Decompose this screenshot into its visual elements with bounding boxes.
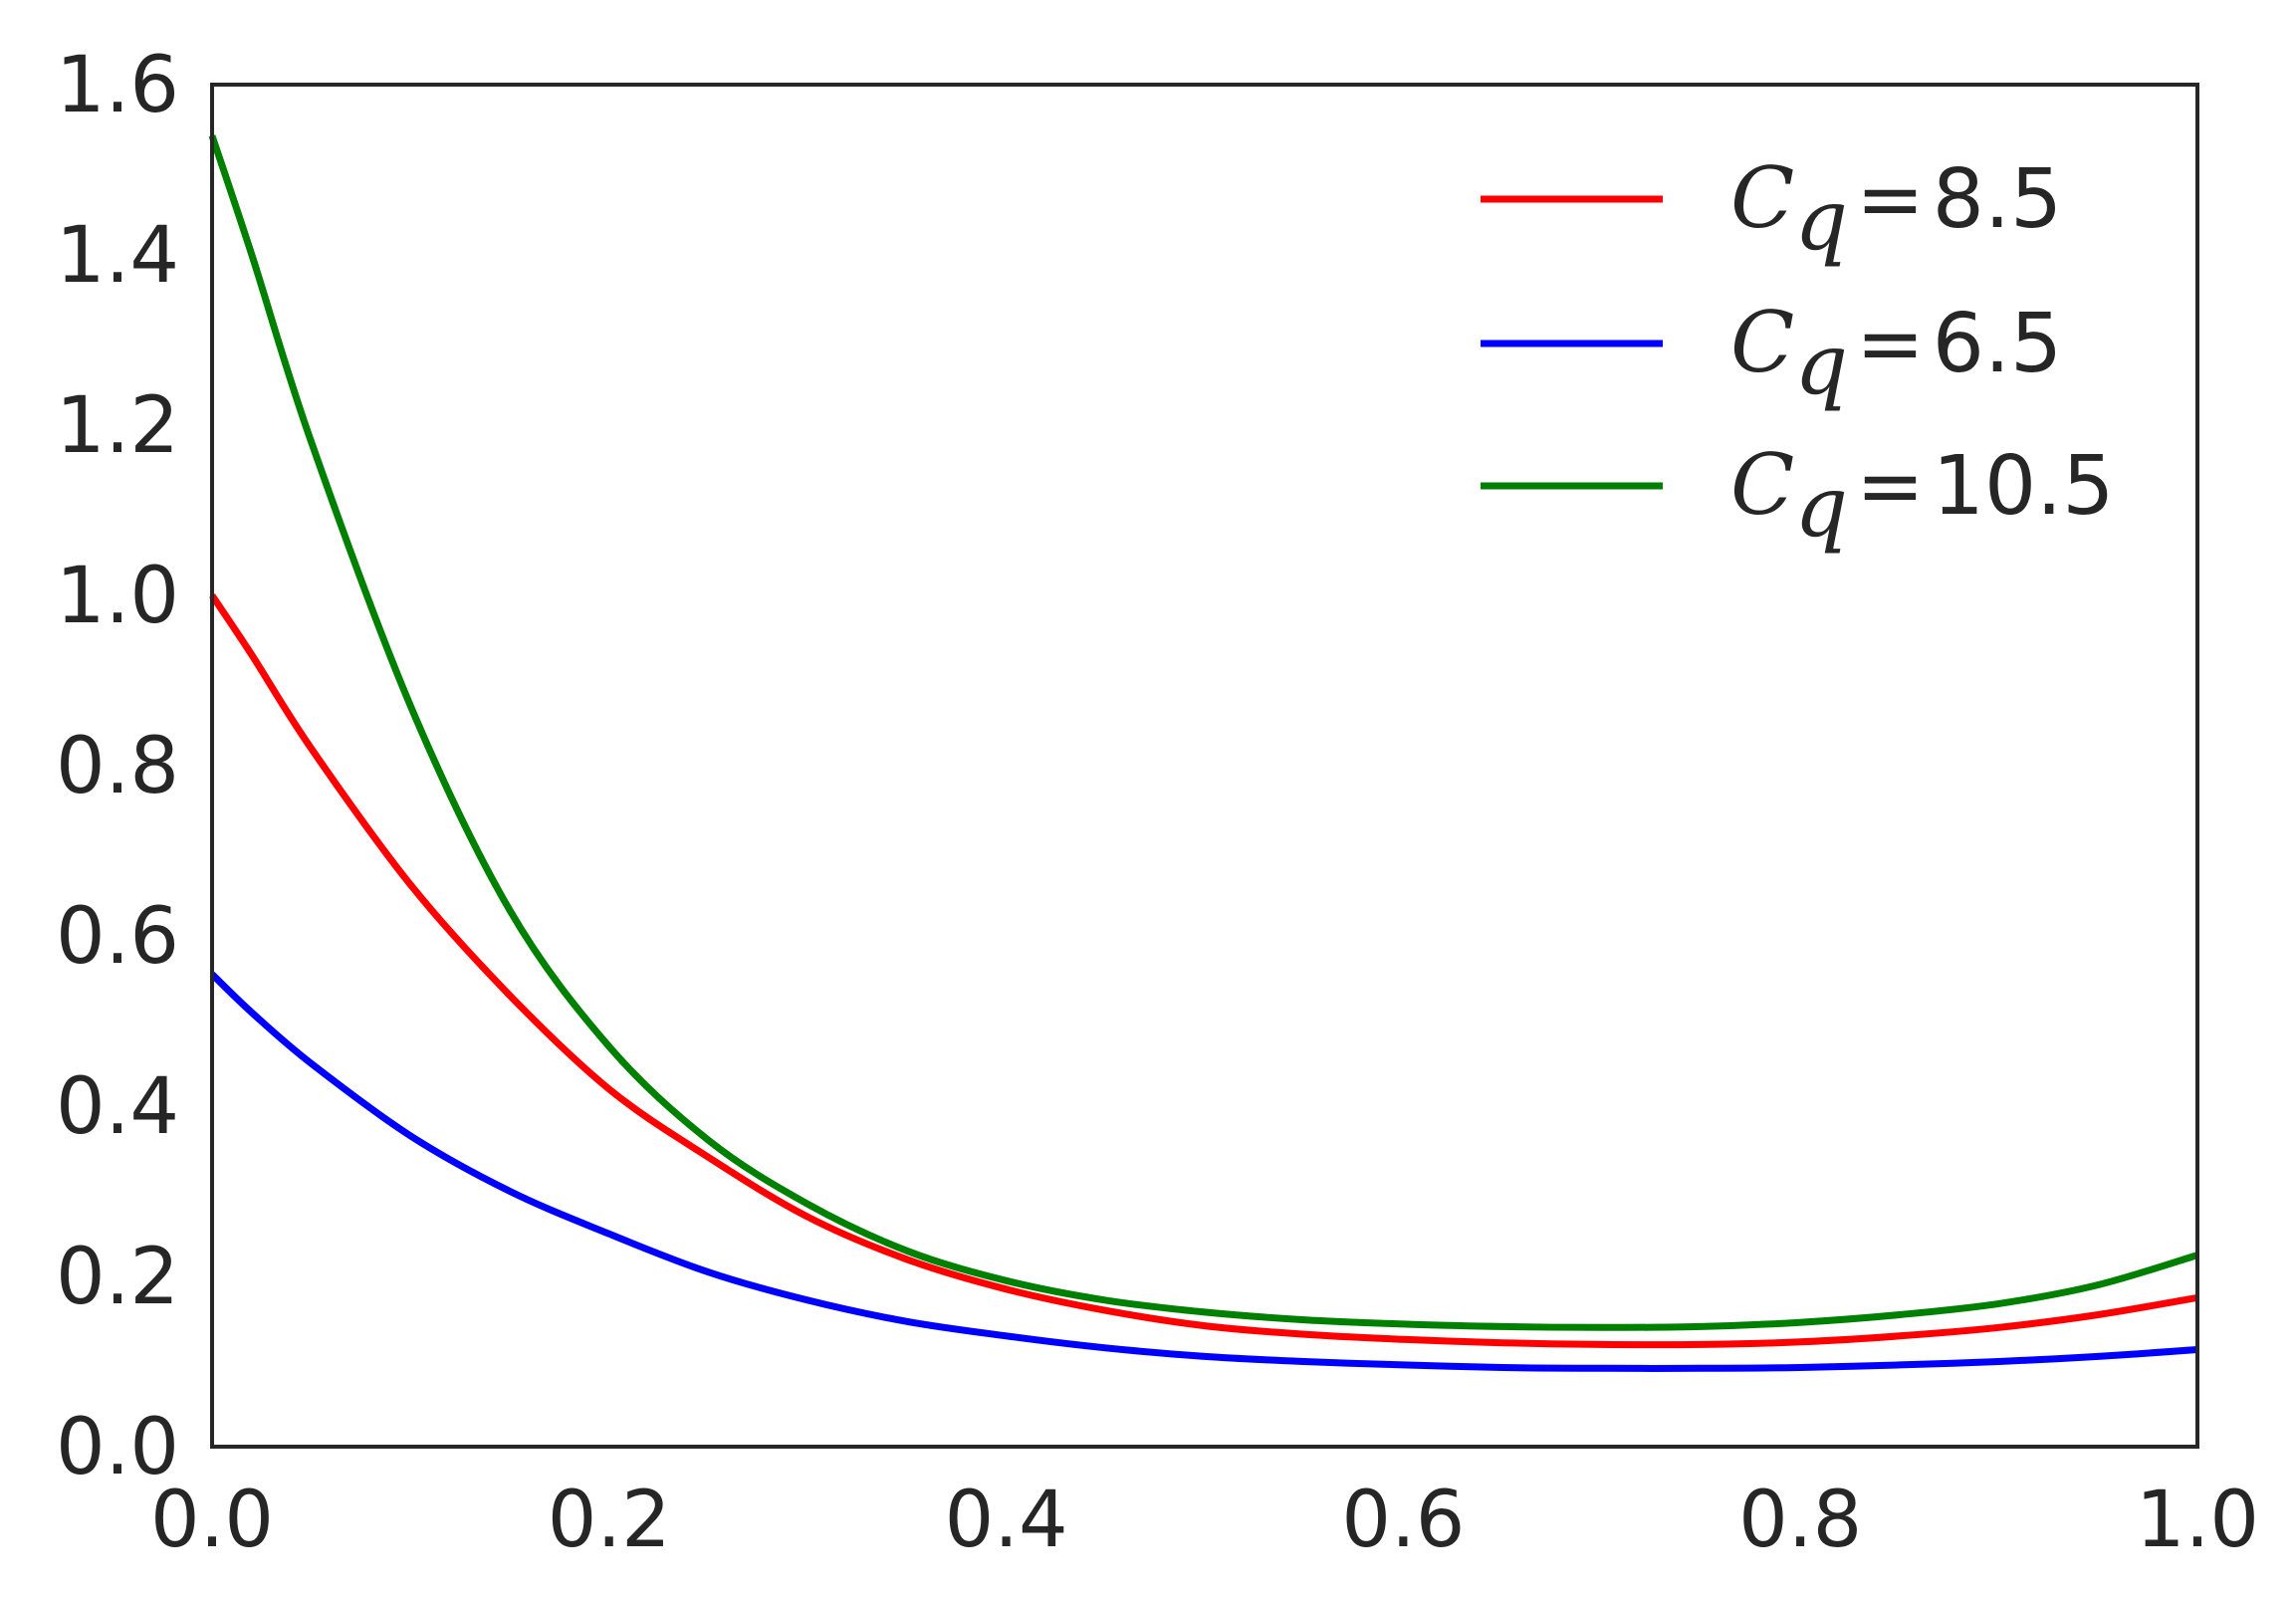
y-tick-label: 1.2 bbox=[56, 381, 179, 471]
legend-label: Cq=10.5 bbox=[1730, 436, 2114, 556]
axes-layer: 0.0 0.2 0.4 0.6 0.8 1.0 0.0 0.2 0.4 0.6 0.8 1.0 1.2 1… bbox=[56, 41, 2259, 1565]
plot-frame bbox=[210, 83, 2199, 1449]
x-tick-label: 0.0 bbox=[150, 1476, 274, 1565]
x-tick-label: 0.4 bbox=[945, 1476, 1068, 1565]
y-tick-label: 0.4 bbox=[56, 1062, 179, 1152]
legend: Cq=8.5 Cq=6.5 Cq=10.5 bbox=[1481, 149, 2114, 556]
y-tick-label: 0.0 bbox=[56, 1403, 179, 1492]
y-tick-label: 1.6 bbox=[56, 41, 179, 130]
y-tick-label: 1.0 bbox=[56, 552, 179, 641]
legend-entry: Cq=6.5 bbox=[1481, 294, 2062, 413]
y-tick-label: 0.2 bbox=[56, 1233, 179, 1322]
y-tick-label: 0.8 bbox=[56, 722, 179, 811]
y-tick-label: 0.6 bbox=[56, 892, 179, 982]
x-tick-label: 1.0 bbox=[2136, 1476, 2259, 1565]
legend-entry: Cq=8.5 bbox=[1481, 149, 2062, 269]
y-tick-label: 1.4 bbox=[56, 211, 179, 301]
legend-label: Cq=6.5 bbox=[1730, 294, 2062, 413]
x-tick-label: 0.2 bbox=[548, 1476, 671, 1565]
series-line-0 bbox=[209, 593, 2198, 1349]
x-tick-label: 0.8 bbox=[1738, 1476, 1862, 1565]
series-line-1 bbox=[209, 971, 2198, 1372]
legend-label: Cq=8.5 bbox=[1730, 149, 2062, 269]
series-layer bbox=[208, 134, 2199, 1372]
x-tick-label: 0.6 bbox=[1341, 1476, 1465, 1565]
legend-entry: Cq=10.5 bbox=[1481, 436, 2114, 556]
series-line-2 bbox=[208, 134, 2199, 1331]
